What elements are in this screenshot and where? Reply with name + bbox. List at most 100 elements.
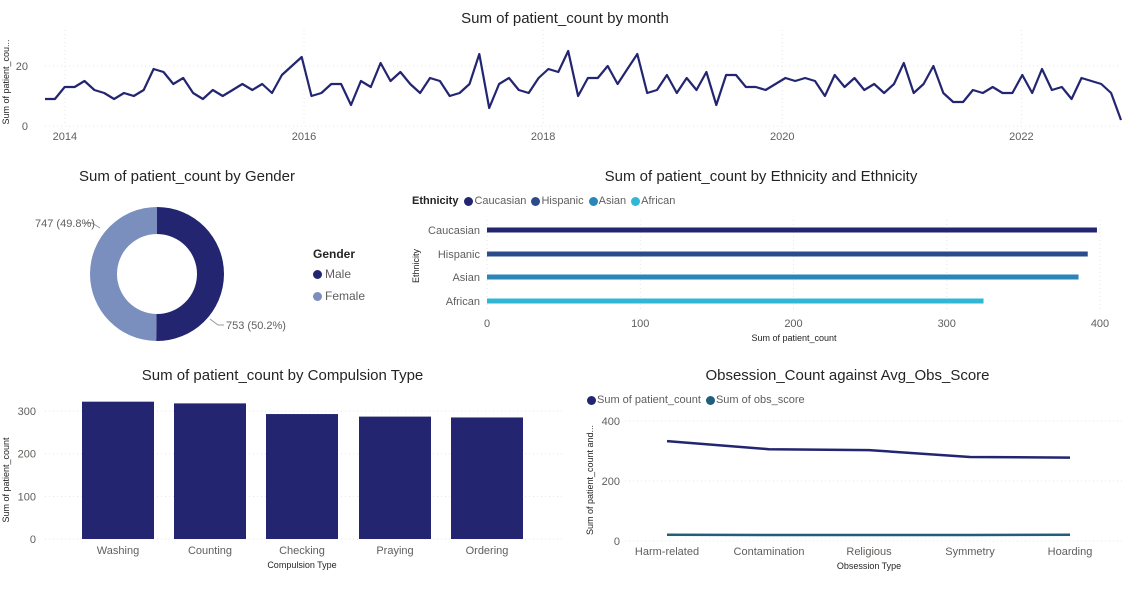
compulsion-x-tick: Praying: [376, 545, 413, 557]
legend-item-caucasian[interactable]: Caucasian: [464, 195, 526, 207]
ethnicity-y-axis-label: Ethnicity: [411, 248, 421, 283]
compulsion-y-tick: 300: [18, 406, 36, 418]
compulsion-y-tick: 200: [18, 449, 36, 461]
ethnicity-x-tick: 200: [784, 318, 802, 330]
month-y-tick: 20: [16, 61, 28, 73]
legend-label-african: African: [641, 195, 676, 207]
obsession-chart-panel[interactable]: Obsession_Count against Avg_Obs_Score Su…: [580, 360, 1130, 600]
legend-label-obs-score: Sum of obs_score: [715, 394, 805, 406]
male-label-leader: [209, 318, 224, 326]
compulsion-x-axis-label: Compulsion Type: [267, 560, 336, 570]
ethnicity-legend-title: Ethnicity: [412, 195, 459, 207]
month-chart-panel[interactable]: Sum of patient_count by month 0 20 Sum of …: [0, 0, 1130, 150]
hispanic-dot-icon: [531, 196, 541, 206]
ethnicity-x-tick: 300: [938, 318, 956, 330]
ethnicity-x-axis-label: Sum of patient_count: [751, 333, 837, 343]
obsession-x-tick: Contamination: [734, 546, 805, 558]
obsession-line-chart[interactable]: 0 200 400 Harm-related Contamination Religiou…: [580, 360, 1130, 600]
ethnicity-bar: [487, 227, 1097, 233]
gender-legend-title: Gender: [313, 247, 356, 261]
ethnicity-y-tick: Caucasian: [428, 225, 480, 237]
compulsion-bar-chart[interactable]: 0 100 200 300 Washing Counting Checking Praying…: [0, 360, 565, 600]
compulsion-x-tick: Checking: [279, 545, 325, 557]
month-x-tick: 2022: [1009, 131, 1033, 143]
obsession-y-tick: 0: [614, 536, 620, 548]
patient-count-dot-icon: [587, 395, 596, 405]
compulsion-bar: [359, 416, 431, 539]
ethnicity-chart-panel[interactable]: Sum of patient_count by Ethnicity and Et…: [400, 162, 1130, 352]
gender-donut-chart[interactable]: 753 (50.2%) 747 (49.8%): [0, 162, 380, 352]
ethnicity-bar-chart[interactable]: 0 100 200 300 400 Caucasian Hispanic Asian Afric…: [400, 162, 1130, 352]
compulsion-chart-panel[interactable]: Sum of patient_count by Compulsion Type …: [0, 360, 565, 600]
compulsion-x-tick: Ordering: [466, 545, 509, 557]
male-dot-icon: [313, 269, 322, 279]
obsession-x-tick: Hoarding: [1048, 546, 1093, 558]
legend-label-hispanic: Hispanic: [541, 195, 584, 207]
compulsion-x-tick: Counting: [188, 545, 232, 557]
month-x-tick: 2014: [53, 131, 77, 143]
gender-chart-title: Sum of patient_count by Gender: [79, 168, 295, 185]
obsession-x-axis-label: Obsession Type: [837, 561, 901, 571]
month-x-tick: 2016: [292, 131, 316, 143]
obsession-y-tick: 200: [602, 476, 620, 488]
legend-item-obs-score[interactable]: Sum of obs_score: [705, 394, 805, 406]
legend-label-asian: Asian: [598, 195, 627, 207]
obsession-x-tick: Harm-related: [635, 546, 699, 558]
month-chart-title: Sum of patient_count by month: [461, 10, 669, 27]
gender-slice-female: [90, 207, 157, 341]
gender-chart-panel[interactable]: Sum of patient_count by Gender 753 (50.2…: [0, 162, 380, 352]
female-label-leader: [84, 222, 101, 229]
legend-label-patient-count: Sum of patient_count: [597, 394, 701, 406]
legend-item-female[interactable]: Female: [313, 289, 365, 303]
gender-legend: Gender Male Female: [313, 247, 365, 311]
obsession-x-tick: Religious: [846, 546, 892, 558]
month-x-tick: 2018: [531, 131, 555, 143]
ethnicity-y-tick: Asian: [452, 272, 480, 284]
legend-item-patient-count[interactable]: Sum of patient_count: [587, 394, 701, 406]
month-series-line: [45, 49, 1123, 121]
month-y-tick: 0: [22, 121, 28, 133]
ethnicity-bar: [487, 274, 1079, 280]
male-data-label: 753 (50.2%): [226, 320, 286, 332]
ethnicity-y-tick: African: [446, 296, 480, 308]
ethnicity-x-tick: 400: [1091, 318, 1109, 330]
compulsion-bar: [266, 414, 338, 539]
compulsion-y-tick: 0: [30, 534, 36, 546]
compulsion-bar: [451, 417, 523, 539]
legend-item-hispanic[interactable]: Hispanic: [531, 195, 584, 207]
legend-label-female: Female: [325, 289, 366, 303]
ethnicity-x-tick: 0: [484, 318, 490, 330]
compulsion-chart-title: Sum of patient_count by Compulsion Type: [141, 367, 424, 384]
ethnicity-bar: [487, 298, 984, 304]
obsession-y-axis-label: Sum of patient_count and...: [585, 425, 595, 535]
obsession-chart-title: Obsession_Count against Avg_Obs_Score: [705, 367, 990, 384]
legend-item-african[interactable]: African: [631, 195, 675, 207]
obsession-series-patient-count: [666, 439, 1071, 459]
month-line-chart[interactable]: 0 20 Sum of patient_cou... 2014 2016 2018 2020…: [0, 0, 1130, 150]
compulsion-y-axis-label: Sum of patient_count: [1, 437, 11, 523]
obsession-x-tick: Symmetry: [945, 546, 995, 558]
african-dot-icon: [631, 196, 641, 206]
legend-label-male: Male: [325, 267, 352, 281]
legend-label-caucasian: Caucasian: [474, 195, 527, 207]
obsession-y-tick: 400: [602, 416, 620, 428]
gender-slice-male: [156, 207, 225, 341]
month-x-tick: 2020: [770, 131, 794, 143]
legend-item-asian[interactable]: Asian: [588, 195, 627, 207]
compulsion-bar: [82, 401, 154, 539]
legend-item-male[interactable]: Male: [313, 267, 365, 281]
female-data-label: 747 (49.8%): [35, 218, 95, 230]
caucasian-dot-icon: [464, 196, 474, 206]
asian-dot-icon: [588, 196, 598, 206]
month-y-axis-label: Sum of patient_cou...: [1, 39, 11, 124]
ethnicity-legend: Ethnicity Caucasian Hispanic Asian Afric…: [412, 195, 677, 207]
compulsion-y-tick: 100: [18, 491, 36, 503]
obsession-legend: Sum of patient_count Sum of obs_score: [587, 394, 807, 406]
compulsion-x-tick: Washing: [97, 545, 139, 557]
ethnicity-bar: [487, 251, 1088, 257]
ethnicity-x-tick: 100: [631, 318, 649, 330]
obs-score-dot-icon: [705, 395, 715, 405]
ethnicity-chart-title: Sum of patient_count by Ethnicity and Et…: [604, 168, 918, 185]
female-dot-icon: [313, 291, 322, 301]
ethnicity-y-tick: Hispanic: [438, 249, 481, 261]
